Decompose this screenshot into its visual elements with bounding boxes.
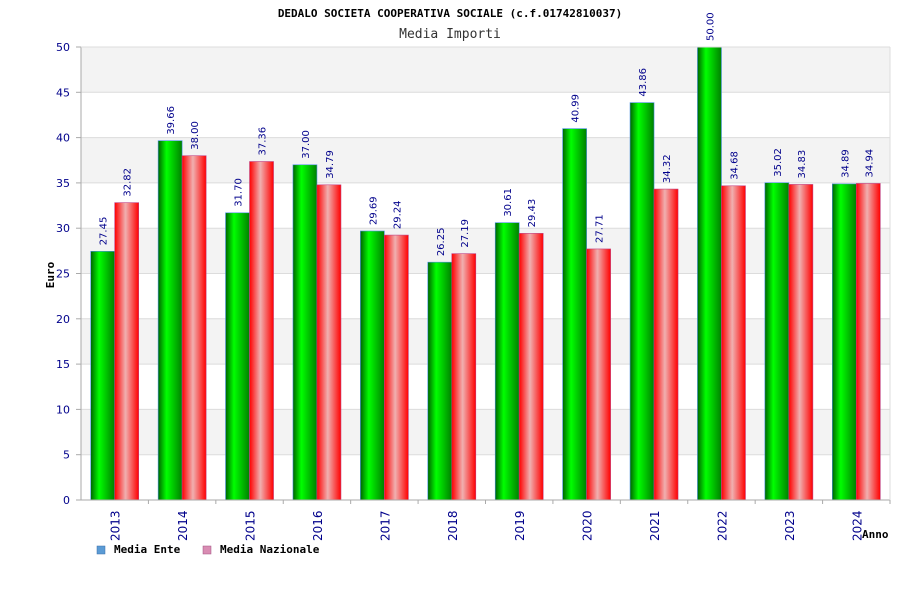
bar-media-nazionale-2024 [855, 183, 881, 501]
y-tick-label: 5 [63, 449, 70, 462]
x-tick-label-2015: 2015 [244, 510, 258, 541]
x-tick-label-2021: 2021 [648, 510, 662, 541]
grid-band [81, 137, 890, 183]
grid-band [81, 273, 890, 319]
x-axis-label: Anno [862, 528, 889, 541]
value-label-media-ente-2020: 40.99 [571, 94, 582, 123]
value-label-media-nazionale-2014: 38.00 [190, 121, 201, 150]
bar-media-ente-2017 [360, 230, 385, 501]
value-label-media-ente-2015: 31.70 [234, 178, 245, 207]
y-tick-label: 25 [56, 268, 70, 281]
x-tick-label-2014: 2014 [176, 510, 190, 541]
value-label-media-nazionale-2020: 27.71 [595, 214, 606, 243]
x-tick-label-2017: 2017 [378, 510, 392, 541]
chart-title: DEDALO SOCIETA COOPERATIVA SOCIALE (c.f.… [278, 7, 622, 20]
legend-label-media-nazionale: Media Nazionale [220, 543, 320, 556]
x-tick-label-2016: 2016 [311, 510, 325, 541]
bar-media-nazionale-2021 [653, 188, 679, 501]
value-label-media-nazionale-2016: 34.79 [325, 150, 336, 179]
grid-band [81, 182, 890, 229]
x-tick-label-2024: 2024 [850, 510, 864, 541]
value-label-media-nazionale-2015: 37.36 [258, 127, 269, 156]
grid-band [81, 409, 890, 455]
chart-subtitle: Media Importi [399, 27, 501, 42]
y-tick-label: 35 [56, 177, 70, 190]
bar-media-nazionale-2020 [586, 248, 611, 501]
value-label-media-ente-2019: 30.61 [503, 188, 514, 217]
x-tick-label-2019: 2019 [513, 510, 527, 541]
bar-media-nazionale-2023 [788, 184, 814, 501]
legend-swatch-media-ente [96, 545, 106, 555]
bar-media-ente-2022 [697, 46, 722, 501]
legend: Media Ente Media Nazionale [96, 543, 320, 556]
y-tick-label: 15 [56, 358, 70, 371]
y-tick-label: 10 [56, 403, 70, 416]
value-label-media-nazionale-2024: 34.94 [864, 149, 875, 178]
bar-media-nazionale-2022 [721, 185, 746, 501]
y-tick-label: 30 [56, 222, 70, 235]
x-tick-label-2013: 2013 [109, 510, 123, 541]
value-label-media-ente-2018: 26.25 [436, 228, 447, 257]
legend-label-media-ente: Media Ente [114, 543, 181, 556]
bar-media-ente-2013 [90, 251, 116, 501]
grid-band [81, 228, 890, 274]
value-label-media-nazionale-2017: 29.24 [392, 200, 403, 229]
value-label-media-ente-2024: 34.89 [840, 149, 851, 178]
bar-media-nazionale-2013 [114, 202, 140, 501]
y-tick-label: 45 [56, 86, 70, 99]
value-label-media-ente-2023: 35.02 [773, 148, 784, 177]
bars: 27.45 32.82 39.66 38.00 31.70 37.36 37.00 34.79… [90, 12, 881, 501]
value-label-media-nazionale-2018: 27.19 [460, 219, 471, 248]
value-label-media-nazionale-2021: 34.32 [662, 154, 673, 183]
grid-band [81, 454, 890, 500]
bar-media-ente-2014 [157, 140, 183, 501]
grid-band [81, 92, 890, 138]
bar-media-nazionale-2016 [316, 184, 342, 501]
value-label-media-ente-2017: 29.69 [368, 196, 379, 225]
bar-media-ente-2021 [629, 102, 655, 501]
bar-media-ente-2019 [494, 222, 520, 501]
legend-swatch-media-nazionale [202, 545, 212, 555]
bar-media-ente-2023 [764, 182, 790, 501]
value-label-media-nazionale-2023: 34.83 [797, 150, 808, 179]
value-label-media-ente-2014: 39.66 [166, 106, 177, 135]
x-tick-label-2018: 2018 [446, 510, 460, 541]
grid-band [81, 47, 890, 93]
x-tick-label-2022: 2022 [715, 510, 729, 541]
bar-media-ente-2016 [292, 164, 318, 501]
grid-band [81, 364, 890, 410]
value-label-media-ente-2021: 43.86 [638, 68, 649, 97]
axes: 0 5 10 15 20 25 30 35 40 45 50 2013 2014 2015 2016 2017… [56, 41, 891, 541]
value-label-media-nazionale-2019: 29.43 [527, 199, 538, 228]
bar-media-nazionale-2019 [518, 233, 544, 501]
value-label-media-nazionale-2022: 34.68 [729, 151, 740, 180]
y-tick-label: 40 [56, 132, 70, 145]
y-tick-label: 0 [63, 494, 70, 507]
bar-media-nazionale-2018 [451, 253, 477, 501]
y-tick-label: 50 [56, 41, 70, 54]
bar-media-nazionale-2017 [384, 234, 409, 501]
value-label-media-ente-2016: 37.00 [301, 130, 312, 159]
bar-media-ente-2024 [831, 183, 857, 501]
y-tick-label: 20 [56, 313, 70, 326]
grid-band [81, 318, 890, 365]
x-tick-label-2020: 2020 [581, 510, 595, 541]
bar-media-ente-2015 [225, 212, 250, 501]
bar-media-nazionale-2015 [249, 161, 274, 501]
value-label-media-ente-2022: 50.00 [705, 12, 716, 41]
bar-media-ente-2020 [562, 128, 587, 501]
x-tick-label-2023: 2023 [783, 510, 797, 541]
grid [81, 46, 890, 501]
y-axis-label: Euro [44, 261, 57, 288]
value-label-media-nazionale-2013: 32.82 [123, 168, 134, 197]
bar-media-ente-2018 [427, 261, 453, 501]
bar-media-nazionale-2014 [181, 155, 207, 501]
value-label-media-ente-2013: 27.45 [99, 217, 110, 246]
